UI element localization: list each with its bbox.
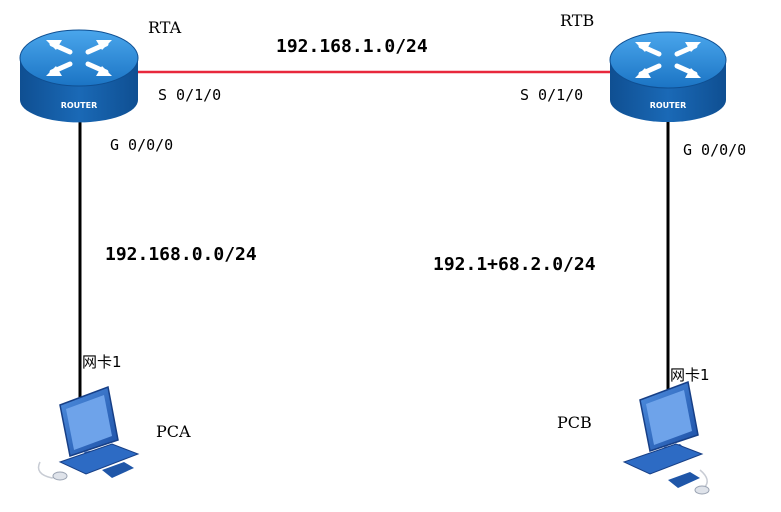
router-rta-name: RTA xyxy=(148,18,182,37)
router-rtb-icon[interactable]: ROUTER xyxy=(609,31,727,122)
pca-computer-icon[interactable] xyxy=(37,385,140,481)
pca-host-name: PCA xyxy=(156,422,191,441)
pcb-host-name: PCB xyxy=(557,413,592,432)
rtb-lan-port-label: G 0/0/0 xyxy=(683,141,747,159)
pcb-computer-icon[interactable] xyxy=(622,380,710,495)
rta-lan-port-label: G 0/0/0 xyxy=(110,136,174,154)
router-rta-icon[interactable]: ROUTER xyxy=(19,29,139,123)
lan-b-network-label: 192.1+68.2.0/24 xyxy=(433,254,596,275)
rtb-serial-port-label: S 0/1/0 xyxy=(520,86,584,104)
wan-network-label: 192.168.1.0/24 xyxy=(276,36,428,57)
router-rta-badge: ROUTER xyxy=(61,101,98,110)
lan-a-network-label: 192.168.0.0/24 xyxy=(105,244,257,265)
pcb-nic-label: 网卡1 xyxy=(670,366,710,384)
router-rtb-name: RTB xyxy=(560,11,595,30)
rta-serial-port-label: S 0/1/0 xyxy=(158,86,222,104)
pca-nic-label: 网卡1 xyxy=(82,353,122,371)
router-rtb-badge: ROUTER xyxy=(650,101,687,110)
